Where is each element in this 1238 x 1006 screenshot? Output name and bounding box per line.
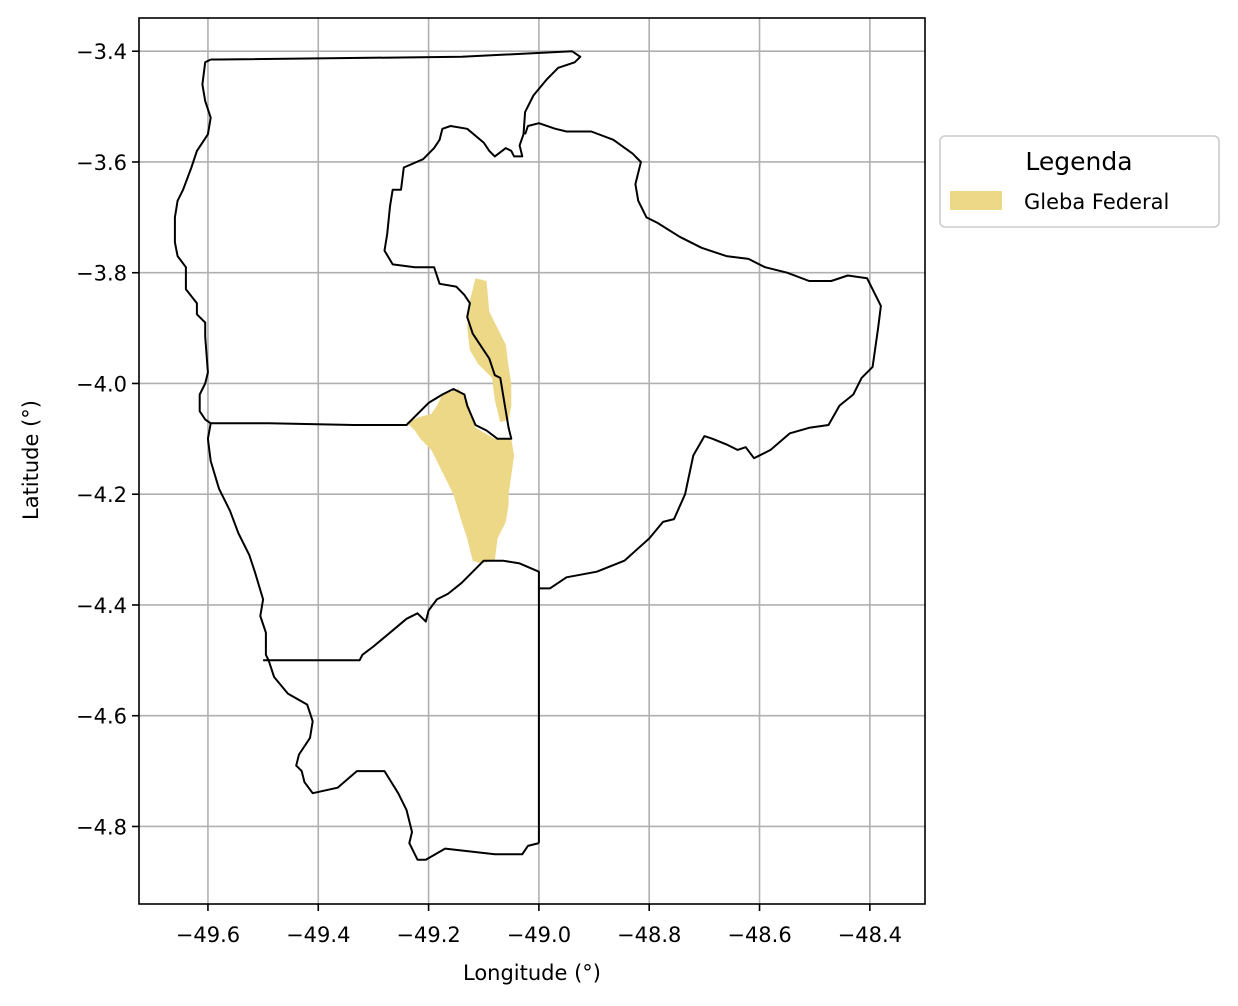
x-tick-label: −48.6 — [727, 923, 791, 947]
x-tick-label: −49.0 — [507, 923, 571, 947]
boundary-layer — [173, 50, 882, 861]
legend-box — [939, 135, 1220, 228]
plot-frame — [138, 17, 926, 905]
gleba-federal-layer — [406, 278, 515, 564]
gleba-federal-polygon — [406, 389, 515, 564]
legend: Legenda Gleba Federal — [939, 135, 1220, 228]
legend-title: Legenda — [1025, 147, 1132, 176]
legend-label-gleba-federal: Gleba Federal — [1024, 190, 1169, 214]
gridlines — [139, 18, 925, 904]
y-axis-ticks: −3.4 −3.6 −3.8 −4.0 −4.2 −4.4 −4.6 −4.8 — [76, 40, 139, 839]
x-tick-label: −48.8 — [617, 923, 681, 947]
y-tick-label: −4.8 — [76, 815, 127, 839]
y-tick-label: −4.4 — [76, 594, 127, 618]
municipality-boundary — [210, 50, 582, 440]
y-axis-label: Latitude (°) — [19, 400, 43, 520]
x-axis-label: Longitude (°) — [463, 961, 601, 985]
x-tick-label: −49.6 — [176, 923, 240, 947]
x-tick-label: −48.4 — [838, 923, 902, 947]
legend-swatch-gleba-federal — [950, 191, 1002, 210]
y-tick-label: −3.8 — [76, 262, 127, 286]
y-tick-label: −4.2 — [76, 483, 127, 507]
x-tick-label: −49.4 — [286, 923, 350, 947]
y-tick-label: −4.6 — [76, 705, 127, 729]
y-tick-label: −3.4 — [76, 40, 127, 64]
x-tick-label: −49.2 — [396, 923, 460, 947]
municipality-boundary — [263, 122, 882, 662]
y-tick-label: −3.6 — [76, 151, 127, 175]
y-tick-label: −4.0 — [76, 372, 127, 396]
municipality-boundary — [173, 58, 540, 861]
x-axis-ticks: −49.6 −49.4 −49.2 −49.0 −48.8 −48.6 −48.4 — [176, 904, 902, 947]
gleba-federal-polygon — [467, 278, 512, 423]
